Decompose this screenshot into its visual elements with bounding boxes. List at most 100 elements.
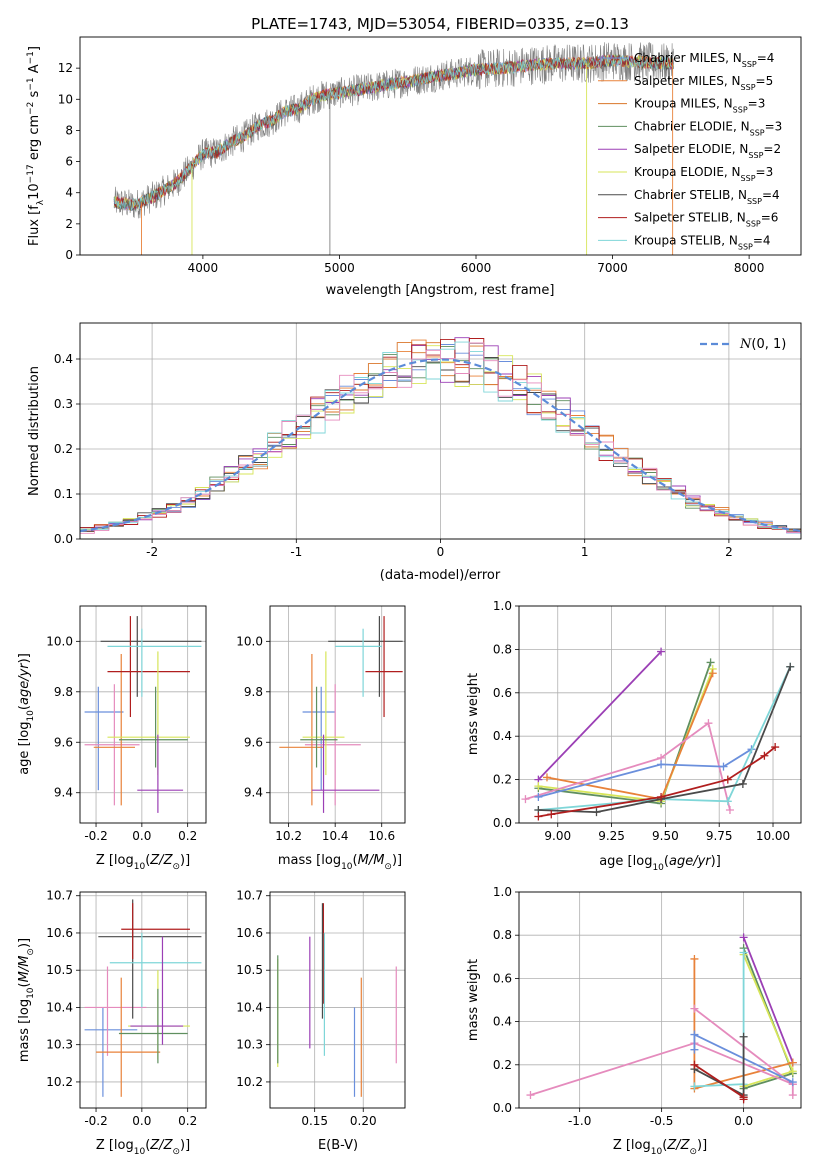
label-part: mass [log — [17, 999, 32, 1062]
errorbar-point-kroupa_elodie — [107, 651, 190, 776]
weight-line-salpeter_elodie — [742, 937, 794, 1063]
axes-frame — [518, 891, 802, 1109]
model-line-chabrier_elodie — [113, 54, 675, 211]
weight-marker — [725, 805, 734, 814]
y-tick-label: 0.1 — [54, 487, 73, 501]
y-tick-label: 6 — [65, 155, 73, 169]
weight-marker — [771, 743, 780, 752]
x-tick-label: -1 — [290, 545, 302, 559]
weight-marker — [592, 808, 601, 817]
x-tick-label: 2 — [725, 545, 733, 559]
y-tick-label: 0.4 — [54, 352, 73, 366]
weight-marker — [542, 773, 551, 782]
legend-base: Chabrier ELODIE, N — [634, 119, 750, 133]
weight-marker — [690, 1060, 699, 1069]
residuals-ylabel: Normed distribution — [27, 366, 42, 496]
y-tick-label: 10.5 — [46, 963, 73, 977]
label-part: M/M — [358, 853, 385, 868]
figure-title: PLATE=1743, MJD=53054, FIBERID=0335, z=0… — [251, 15, 629, 33]
x-tick-label: 0 — [437, 545, 445, 559]
weight-marker — [657, 760, 666, 769]
label-part: ( — [664, 854, 669, 869]
x-tick-label: 1 — [581, 545, 589, 559]
y-tick-label: 10.4 — [46, 1000, 73, 1014]
label-part: 10 — [341, 862, 353, 872]
weight-line-kroupa_stelib — [538, 666, 792, 811]
errorbar-point-kroupa_stelib — [109, 932, 202, 1008]
y-tick-label: 10.0 — [46, 634, 73, 648]
legend-label: Salpeter MILES, NSSP=5 — [634, 74, 773, 92]
y-tick-label: 0.8 — [493, 642, 512, 656]
x-tick-label: -0.5 — [650, 1114, 673, 1128]
weight-vs-z-ylabel: mass weight — [466, 959, 481, 1041]
legend-sub: SSP — [738, 242, 753, 251]
x-tick-label: -0.2 — [84, 829, 107, 843]
histogram-pink — [80, 342, 801, 534]
weight-marker — [760, 751, 769, 760]
weight-marker — [547, 810, 556, 819]
legend-tail: =3 — [765, 119, 783, 133]
label-part: )] — [711, 854, 721, 869]
label-part: A — [27, 64, 42, 77]
label-part: ( — [145, 853, 150, 868]
legend-sub: SSP — [746, 219, 761, 228]
errorbar-point-pink — [84, 684, 140, 806]
x-tick-label: 9.75 — [706, 829, 733, 843]
x-tick-label: 4000 — [188, 261, 219, 275]
label-part: age [log — [599, 854, 652, 869]
weight-marker — [706, 658, 715, 667]
errorbar-point-salpeter_miles — [93, 653, 135, 806]
x-tick-label: 0.15 — [301, 1114, 328, 1128]
x-tick-label: 9.50 — [652, 829, 679, 843]
y-tick-label: 10.6 — [46, 926, 73, 940]
mass-vs-ebv-xlabel: E(B-V) — [318, 1138, 358, 1153]
label-part: Z [log — [96, 853, 134, 868]
legend-sub: SSP — [741, 174, 756, 183]
spectrum-data-line — [113, 42, 674, 219]
label-part: −1 — [26, 77, 36, 90]
axes-frame — [79, 605, 207, 824]
label-part: ⊙ — [172, 1147, 180, 1157]
legend-label: Kroupa STELIB, NSSP=4 — [634, 233, 771, 251]
errorbar-point-kroupa_elodie — [128, 970, 190, 1060]
y-tick-label: 0.2 — [493, 1058, 512, 1072]
model-line-kroupa_elodie — [113, 54, 674, 211]
legend-n-args: (0, 1) — [751, 337, 786, 352]
y-tick-label: 10.3 — [236, 1038, 263, 1052]
legend-tail: =3 — [748, 97, 766, 111]
axes-weight_vs_Z: -1.0 -0.5 0.0 0.0 0.2 0.4 0.6 0.8 1.0 — [493, 885, 802, 1128]
y-tick-label: 0.2 — [493, 773, 512, 787]
label-part: Z [log — [96, 1138, 134, 1153]
weight-marker — [704, 719, 713, 728]
legend-tail: =4 — [753, 233, 771, 247]
y-tick-label: 0.3 — [54, 397, 73, 411]
errorbar-point-pink — [304, 684, 361, 806]
weight-marker — [788, 1078, 797, 1087]
x-tick-label: 10.2 — [275, 829, 302, 843]
label-part: ⊙ — [384, 862, 392, 872]
y-tick-label: 9.8 — [54, 685, 73, 699]
legend-sub: SSP — [748, 151, 763, 160]
axes-frame — [518, 605, 802, 824]
x-tick-label: 0.20 — [350, 1114, 377, 1128]
y-tick-label: 0.4 — [493, 729, 512, 743]
legend-sub: SSP — [742, 60, 757, 69]
y-tick-label: 9.8 — [244, 685, 263, 699]
label-part: s — [27, 90, 42, 101]
legend-sub: SSP — [747, 196, 762, 205]
label-part: −1 — [26, 51, 36, 64]
normal-curve — [80, 358, 801, 533]
weight-marker — [786, 662, 795, 671]
label-part: 10 — [26, 987, 36, 999]
errorbar-point-chabrier_miles — [302, 686, 336, 791]
y-tick-label: 0.6 — [493, 971, 512, 985]
label-part: ⊙ — [26, 948, 36, 956]
axes-residuals: -2 -1 0 1 2 0.0 0.1 0.2 0.3 0.4 — [54, 322, 802, 559]
age-vs-z-xlabel: Z [log10(Z/Z⊙)] — [96, 853, 190, 872]
weight-marker — [788, 1091, 797, 1100]
errorbar-point-salpeter_elodie — [137, 734, 184, 813]
legend-base: Salpeter ELODIE, N — [634, 142, 748, 156]
legend-label: Salpeter ELODIE, NSSP=2 — [634, 142, 781, 160]
label-part: ⊙ — [689, 1147, 697, 1157]
label-part: Flux [f — [27, 205, 42, 246]
